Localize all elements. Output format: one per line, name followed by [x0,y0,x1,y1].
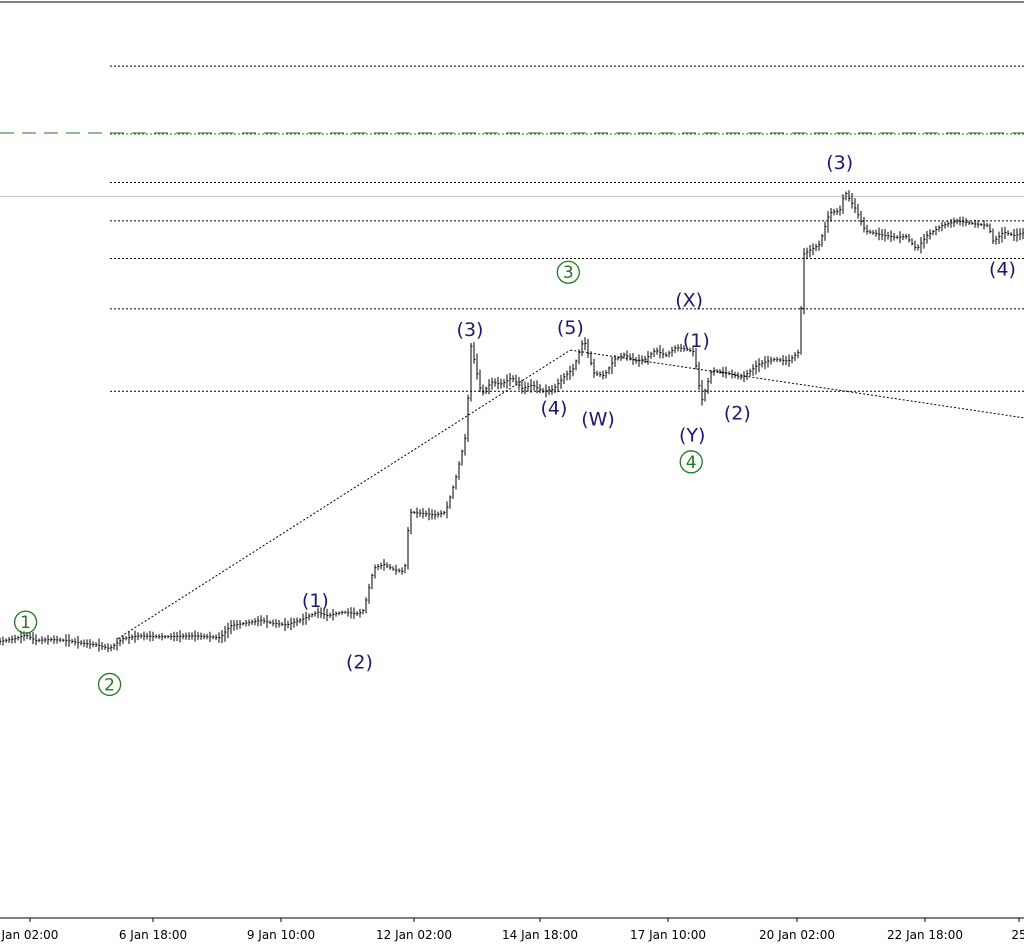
minor-wave-label-10: (3) [826,152,853,174]
minor-wave-label-7: (1) [683,330,710,352]
wave-labels: (1) (2) (3) (4) (5) (W) (X) (1) (Y) (2) (3) (4) 1 2 3 4 [13,152,1016,697]
x-tick-label-8: 25 [1011,928,1024,942]
x-tick-label-5: 17 Jan 10:00 [630,928,706,942]
minor-wave-label-0: (1) [302,590,329,612]
price-bars [0,190,1024,653]
minor-wave-label-6: (X) [675,290,703,312]
minor-wave-label-1: (2) [346,651,373,673]
trend-line [570,349,1024,419]
major-wave-circle-14 [556,260,580,284]
major-wave-circle-15 [679,450,703,474]
major-wave-label-15: 4 [686,453,697,473]
x-tick-label-0: Jan 02:00 [1,928,59,942]
x-tick-label-1: 6 Jan 18:00 [119,928,187,942]
minor-wave-label-9: (2) [724,402,751,424]
minor-wave-label-3: (4) [541,398,568,420]
channel-line [117,349,571,640]
target-level [0,132,1024,135]
major-wave-circle-13 [97,672,122,697]
minor-wave-label-11: (4) [989,258,1016,280]
minor-wave-label-4: (5) [557,317,584,339]
major-wave-label-13: 2 [104,675,115,695]
x-tick-label-3: 12 Jan 02:00 [376,928,452,942]
x-tick-label-7: 22 Jan 18:00 [887,928,963,942]
x-axis: Jan 02:00 6 Jan 18:00 9 Jan 10:00 12 Jan 02… [0,917,1024,942]
x-tick-label-6: 20 Jan 02:00 [759,928,835,942]
minor-wave-label-5: (W) [581,409,615,431]
x-tick-label-2: 9 Jan 10:00 [247,928,315,942]
minor-wave-label-2: (3) [457,319,484,341]
major-wave-label-12: 1 [20,613,31,633]
major-wave-circle-12 [13,610,38,634]
trend-lines [117,349,1024,640]
major-wave-label-14: 3 [563,263,574,283]
fibonacci-levels [110,65,1024,392]
x-tick-label-4: 14 Jan 18:00 [502,928,578,942]
minor-wave-label-8: (Y) [679,424,705,446]
